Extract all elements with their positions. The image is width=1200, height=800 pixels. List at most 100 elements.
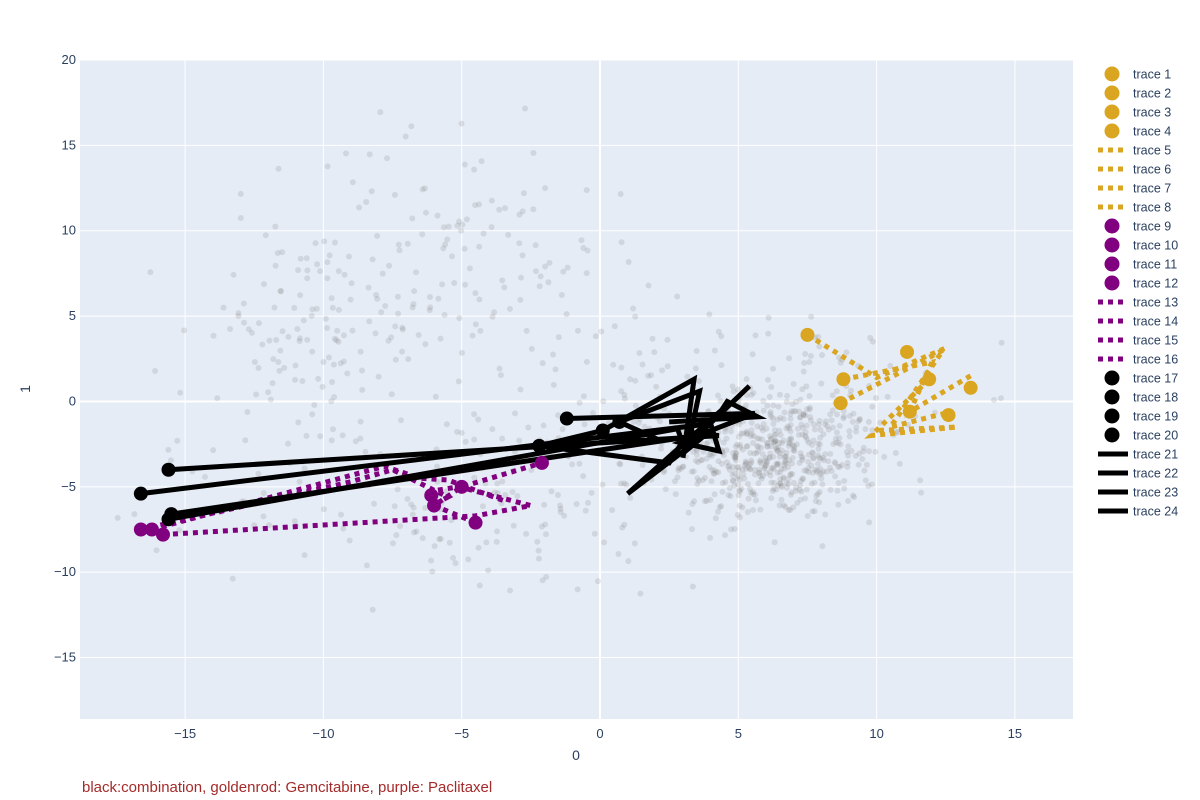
trace-line [806, 332, 950, 381]
background-point [369, 256, 376, 263]
y-tick-label: 0 [69, 393, 76, 408]
background-point [591, 530, 598, 537]
background-point [726, 466, 733, 473]
background-point [471, 411, 478, 418]
trace-marker [836, 372, 851, 387]
trace-marker [941, 408, 956, 423]
background-point [557, 505, 564, 512]
background-point [774, 448, 781, 455]
background-point [506, 305, 513, 312]
background-point [743, 392, 750, 399]
background-point [598, 328, 605, 335]
background-point [793, 484, 800, 491]
background-point [759, 451, 766, 458]
background-point [778, 482, 785, 489]
background-point [309, 411, 316, 418]
background-point [281, 364, 288, 371]
background-point [248, 329, 255, 336]
background-point [465, 556, 472, 563]
background-point [797, 496, 804, 503]
background-point [516, 437, 523, 444]
background-point [887, 362, 894, 369]
background-point [434, 463, 441, 470]
background-point [499, 435, 506, 442]
legend-item-label: trace 10 [1133, 239, 1178, 253]
background-point [809, 449, 816, 456]
background-point [229, 575, 236, 582]
background-point [701, 474, 708, 481]
background-point [267, 396, 274, 403]
background-point [813, 469, 820, 476]
background-point [836, 463, 843, 470]
background-point [734, 441, 741, 448]
background-point [439, 281, 446, 288]
background-point [815, 334, 822, 341]
background-point [708, 478, 715, 485]
legend-item-label: trace 4 [1133, 125, 1171, 139]
background-point [729, 477, 736, 484]
background-point [769, 487, 776, 494]
legend-item-label: trace 17 [1133, 372, 1178, 386]
background-point [449, 253, 456, 260]
background-point [711, 467, 718, 474]
background-point [584, 499, 591, 506]
background-point [782, 453, 789, 460]
legend-marker-symbol [1104, 123, 1120, 139]
background-point [733, 449, 740, 456]
background-point [850, 410, 857, 417]
background-point [690, 468, 697, 475]
background-point [426, 293, 433, 300]
background-point [796, 482, 803, 489]
background-point [308, 312, 315, 319]
background-point [317, 433, 324, 440]
background-point [694, 475, 701, 482]
y-tick-label: −15 [54, 650, 76, 665]
background-point [787, 415, 794, 422]
background-point [748, 419, 755, 426]
background-point [731, 526, 738, 533]
background-point [639, 361, 646, 368]
background-point [589, 409, 596, 416]
background-point [297, 292, 304, 299]
background-point [483, 539, 490, 546]
background-point [832, 435, 839, 442]
background-point [220, 304, 227, 311]
background-point [830, 441, 837, 448]
trace-marker [133, 486, 148, 501]
background-point [803, 434, 810, 441]
background-point [836, 422, 843, 429]
background-point [459, 221, 466, 228]
background-point [411, 288, 418, 295]
background-point [716, 504, 723, 511]
background-point [833, 388, 840, 395]
background-point [715, 328, 722, 335]
background-point [444, 236, 451, 243]
y-tick-label: 5 [69, 308, 76, 323]
background-point [780, 416, 787, 423]
background-point [743, 460, 750, 467]
background-point [803, 383, 810, 390]
background-point [557, 502, 564, 509]
trace-line [842, 358, 975, 418]
background-point [411, 529, 418, 536]
background-point [865, 448, 872, 455]
background-point [723, 435, 730, 442]
background-point [835, 439, 842, 446]
background-point [410, 504, 417, 511]
background-point [832, 473, 839, 480]
background-point [780, 502, 787, 509]
background-point [761, 465, 768, 472]
background-point [727, 493, 734, 500]
background-point [706, 311, 713, 318]
background-point [517, 386, 524, 393]
background-point [454, 428, 461, 435]
background-point [706, 451, 713, 458]
background-point [214, 395, 221, 402]
background-point [768, 443, 775, 450]
background-point [632, 402, 639, 409]
background-point [510, 522, 517, 529]
background-point [388, 391, 395, 398]
background-point [777, 450, 784, 457]
background-point [750, 389, 757, 396]
background-point [757, 506, 764, 513]
